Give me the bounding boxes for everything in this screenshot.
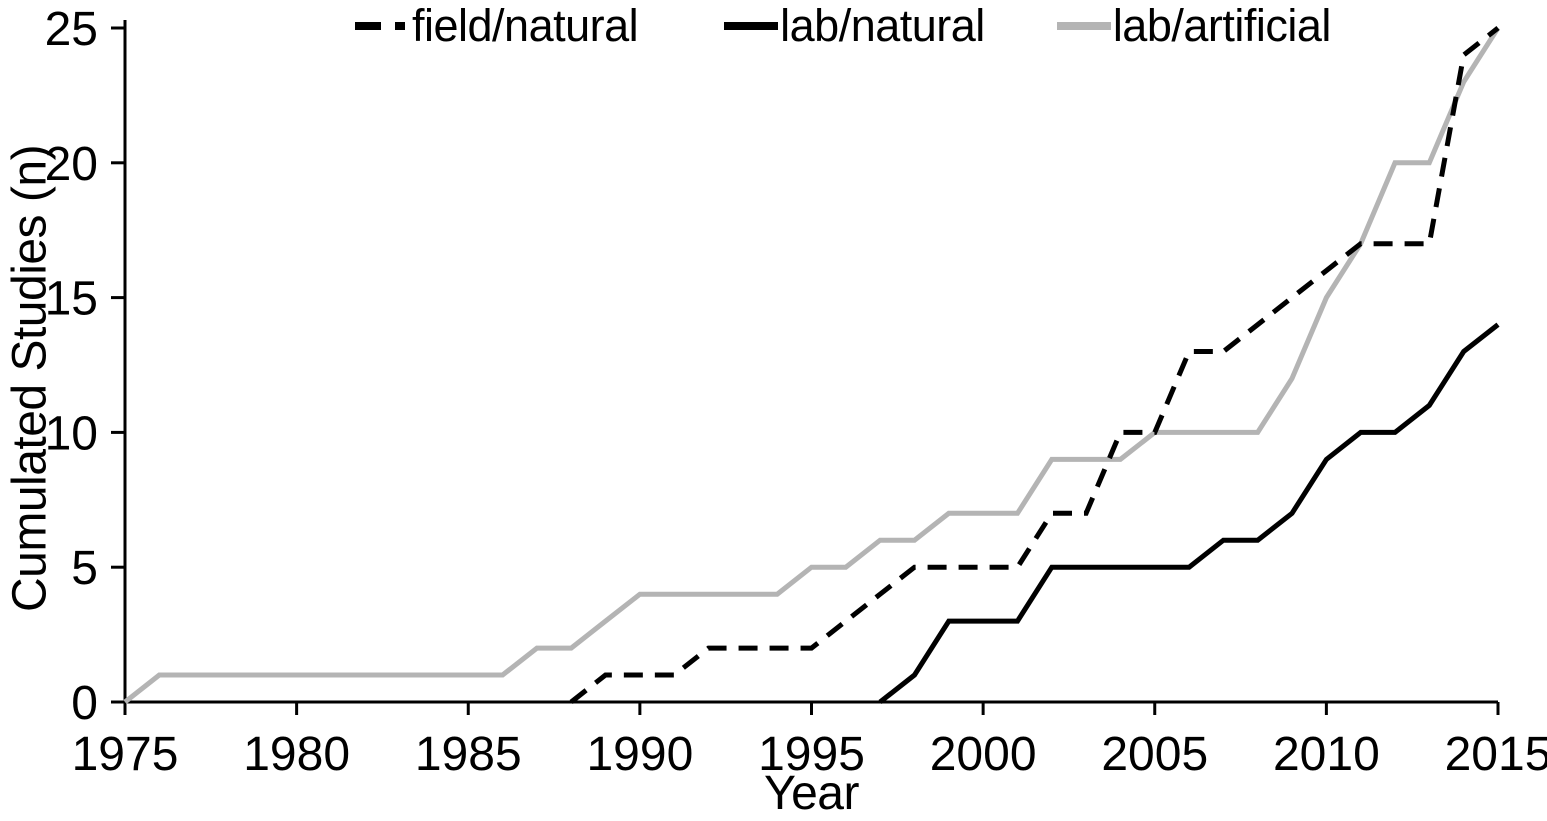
x-tick-label: 1980 [243,728,350,781]
legend-item-lab-artificial: lab/artificial [1055,0,1331,52]
x-tick-label: 2010 [1273,728,1380,781]
x-axis-title: Year [764,767,859,820]
y-tick-label: 20 [45,138,98,191]
y-tick-label: 10 [45,407,98,460]
x-tick-label: 1985 [415,728,522,781]
x-tick-label: 2015 [1445,728,1547,781]
y-tick-label: 25 [45,3,98,56]
legend: field/natural lab/natural lab/artificial [352,0,1331,52]
y-axis-title: Cumulated Studies (n) [3,144,57,612]
x-tick-label: 1990 [586,728,693,781]
axis-line [123,20,1498,704]
legend-label: lab/natural [780,0,985,51]
gray-line-icon [1056,22,1111,30]
legend-label: field/natural [412,0,639,51]
legend-label: lab/artificial [1112,0,1332,51]
solid-line-icon [724,22,779,30]
series-line-lab-natural [878,322,1500,704]
series-line-field-natural [569,26,1500,704]
dashed-line-icon [355,22,411,30]
legend-item-lab-natural: lab/natural [722,0,985,52]
x-tick-label: 1975 [72,728,179,781]
series-line-lab-artificial [123,26,1501,704]
x-tick-label: 2000 [930,728,1037,781]
legend-item-field-natural: field/natural [352,0,639,52]
y-tick-label: 15 [45,273,98,326]
x-tick-label: 1995 [758,728,865,781]
y-tick-label: 5 [71,542,98,595]
y-tick-label: 0 [71,677,98,730]
x-tick-label: 2005 [1101,728,1208,781]
